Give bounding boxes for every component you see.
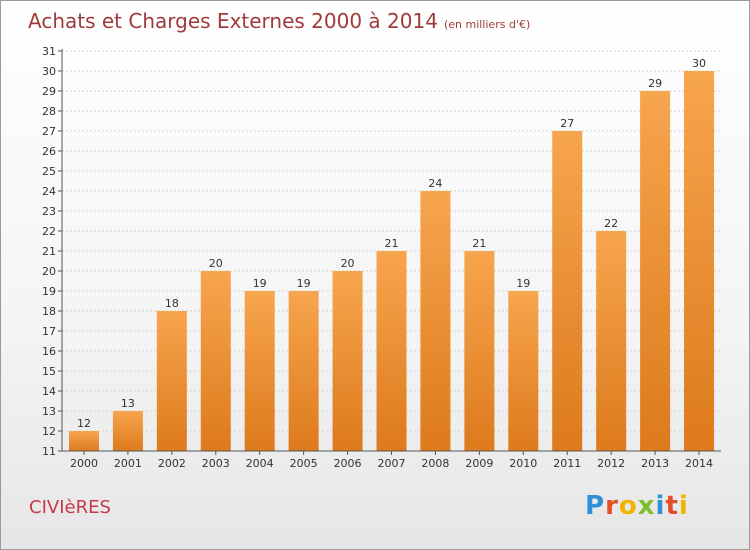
bar-2004 [244, 291, 275, 451]
y-tick-label: 25 [42, 165, 56, 178]
bar-2011 [552, 131, 583, 451]
y-tick-label: 28 [42, 105, 56, 118]
x-tick-label: 2012 [597, 457, 625, 470]
logo-letter: i [655, 491, 666, 521]
bars: 12 13 18 20 19 19 20 21 24 21 19 27 22 29 30 [68, 57, 715, 451]
bar-2003 [200, 271, 231, 451]
y-tick-label: 17 [42, 325, 56, 338]
y-tick-label: 30 [42, 65, 56, 78]
logo-letter: x [637, 491, 656, 521]
y-tick-label: 19 [42, 285, 56, 298]
x-tick-label: 2011 [553, 457, 581, 470]
y-tick-label: 27 [42, 125, 56, 138]
y-tick-label: 26 [42, 145, 56, 158]
bar-2008 [420, 191, 451, 451]
bar-2001 [112, 411, 143, 451]
data-label: 13 [121, 397, 135, 410]
x-tick-label: 2002 [158, 457, 186, 470]
y-tick-label: 24 [42, 185, 56, 198]
axes: 11 12 13 14 15 16 17 18 19 20 21 22 23 24 25 26 27 28 29 30… [42, 45, 721, 470]
data-label: 19 [516, 277, 530, 290]
bar-2006 [332, 271, 363, 451]
x-tick-label: 2007 [378, 457, 406, 470]
data-label: 20 [209, 257, 223, 270]
y-tick-label: 12 [42, 425, 56, 438]
data-label: 19 [253, 277, 267, 290]
data-label: 29 [648, 77, 662, 90]
y-tick-label: 22 [42, 225, 56, 238]
y-tick-label: 18 [42, 305, 56, 318]
x-tick-label: 2000 [70, 457, 98, 470]
data-label: 27 [560, 117, 574, 130]
y-tick-label: 13 [42, 405, 56, 418]
y-tick-label: 29 [42, 85, 56, 98]
proxiti-logo: Proxiti [585, 491, 689, 521]
x-tick-label: 2014 [685, 457, 713, 470]
y-tick-label: 20 [42, 265, 56, 278]
y-tick-label: 31 [42, 45, 56, 58]
bar-2007 [376, 251, 407, 451]
x-tick-label: 2004 [246, 457, 274, 470]
data-label: 21 [385, 237, 399, 250]
y-tick-label: 23 [42, 205, 56, 218]
data-label: 18 [165, 297, 179, 310]
logo-letter: i [678, 491, 689, 521]
y-tick-label: 14 [42, 385, 56, 398]
logo-letter: r [605, 491, 619, 521]
bar-2014 [684, 71, 715, 451]
bar-2013 [640, 91, 671, 451]
x-tick-label: 2005 [290, 457, 318, 470]
data-label: 12 [77, 417, 91, 430]
y-tick-label: 16 [42, 345, 56, 358]
logo-letter: P [585, 491, 606, 521]
bar-2000 [68, 431, 99, 451]
x-tick-label: 2001 [114, 457, 142, 470]
data-label: 21 [472, 237, 486, 250]
commune-name: CIVIèRES [29, 497, 111, 518]
data-label: 20 [341, 257, 355, 270]
bar-2005 [288, 291, 319, 451]
bar-2012 [596, 231, 627, 451]
x-tick-label: 2013 [641, 457, 669, 470]
x-tick-label: 2003 [202, 457, 230, 470]
data-label: 22 [604, 217, 618, 230]
logo-letter: o [618, 491, 638, 521]
y-tick-label: 15 [42, 365, 56, 378]
y-tick-label: 21 [42, 245, 56, 258]
chart-title-text: Achats et Charges Externes 2000 à 2014 [28, 9, 438, 33]
bar-2002 [156, 311, 187, 451]
data-label: 19 [297, 277, 311, 290]
bar-2010 [508, 291, 539, 451]
chart-unit-note: (en milliers d'€) [443, 18, 531, 31]
bar-2009 [464, 251, 495, 451]
data-label: 24 [428, 177, 442, 190]
y-tick-label: 11 [42, 445, 56, 458]
logo-letter: t [665, 491, 679, 521]
x-tick-label: 2006 [334, 457, 362, 470]
x-tick-label: 2008 [421, 457, 449, 470]
x-tick-label: 2009 [465, 457, 493, 470]
data-label: 30 [692, 57, 706, 70]
chart-title: Achats et Charges Externes 2000 à 2014 (e… [28, 9, 530, 33]
x-tick-label: 2010 [509, 457, 537, 470]
